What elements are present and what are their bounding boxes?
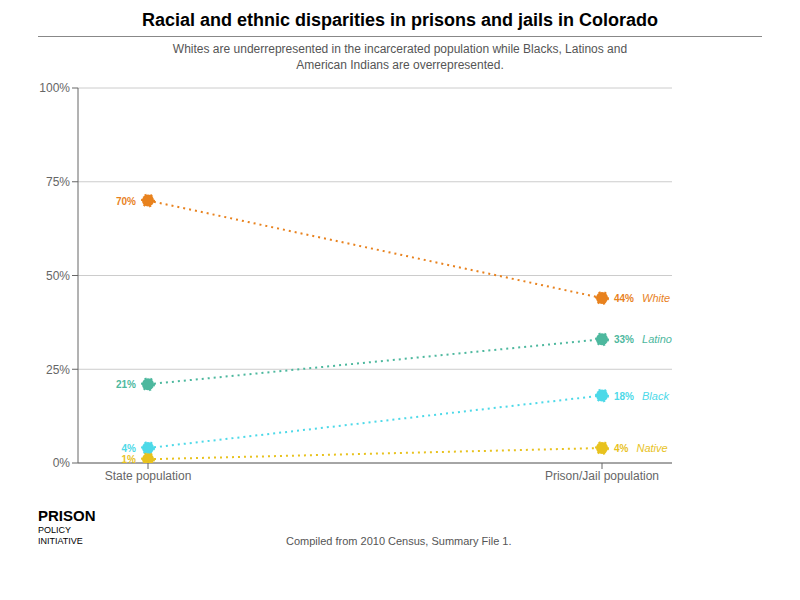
svg-text:18%Black: 18%Black [614, 390, 669, 402]
html-text:PRISON: PRISON [38, 507, 96, 524]
svg-text:0%: 0% [53, 456, 71, 470]
svg-text:4%Native: 4%Native [614, 442, 668, 454]
svg-text:Prison/Jail population: Prison/Jail population [545, 469, 659, 483]
svg-text:75%: 75% [46, 175, 70, 189]
svg-text:4%: 4% [122, 443, 137, 454]
svg-text:25%: 25% [46, 363, 70, 377]
html-text:Racial and ethnic disparities: Racial and ethnic disparities in prisons… [141, 10, 659, 30]
html-text:Whites are underrepresented in: Whites are underrepresented in the incar… [172, 42, 628, 72]
html-text:Compiled from 2010 Census, Sum: Compiled from 2010 Census, Summary File … [286, 534, 512, 547]
svg-text:1%: 1% [122, 454, 137, 465]
svg-text:100%: 100% [39, 81, 70, 95]
svg-text:44%White: 44%White [614, 292, 670, 304]
html-text:POLICY INITIATIVE: POLICY INITIATIVE [38, 525, 83, 546]
svg-text:70%: 70% [116, 196, 136, 207]
svg-text:50%: 50% [46, 269, 70, 283]
svg-text:State population: State population [105, 469, 192, 483]
svg-text:21%: 21% [116, 379, 136, 390]
svg-text:33%Latino: 33%Latino [614, 333, 672, 345]
